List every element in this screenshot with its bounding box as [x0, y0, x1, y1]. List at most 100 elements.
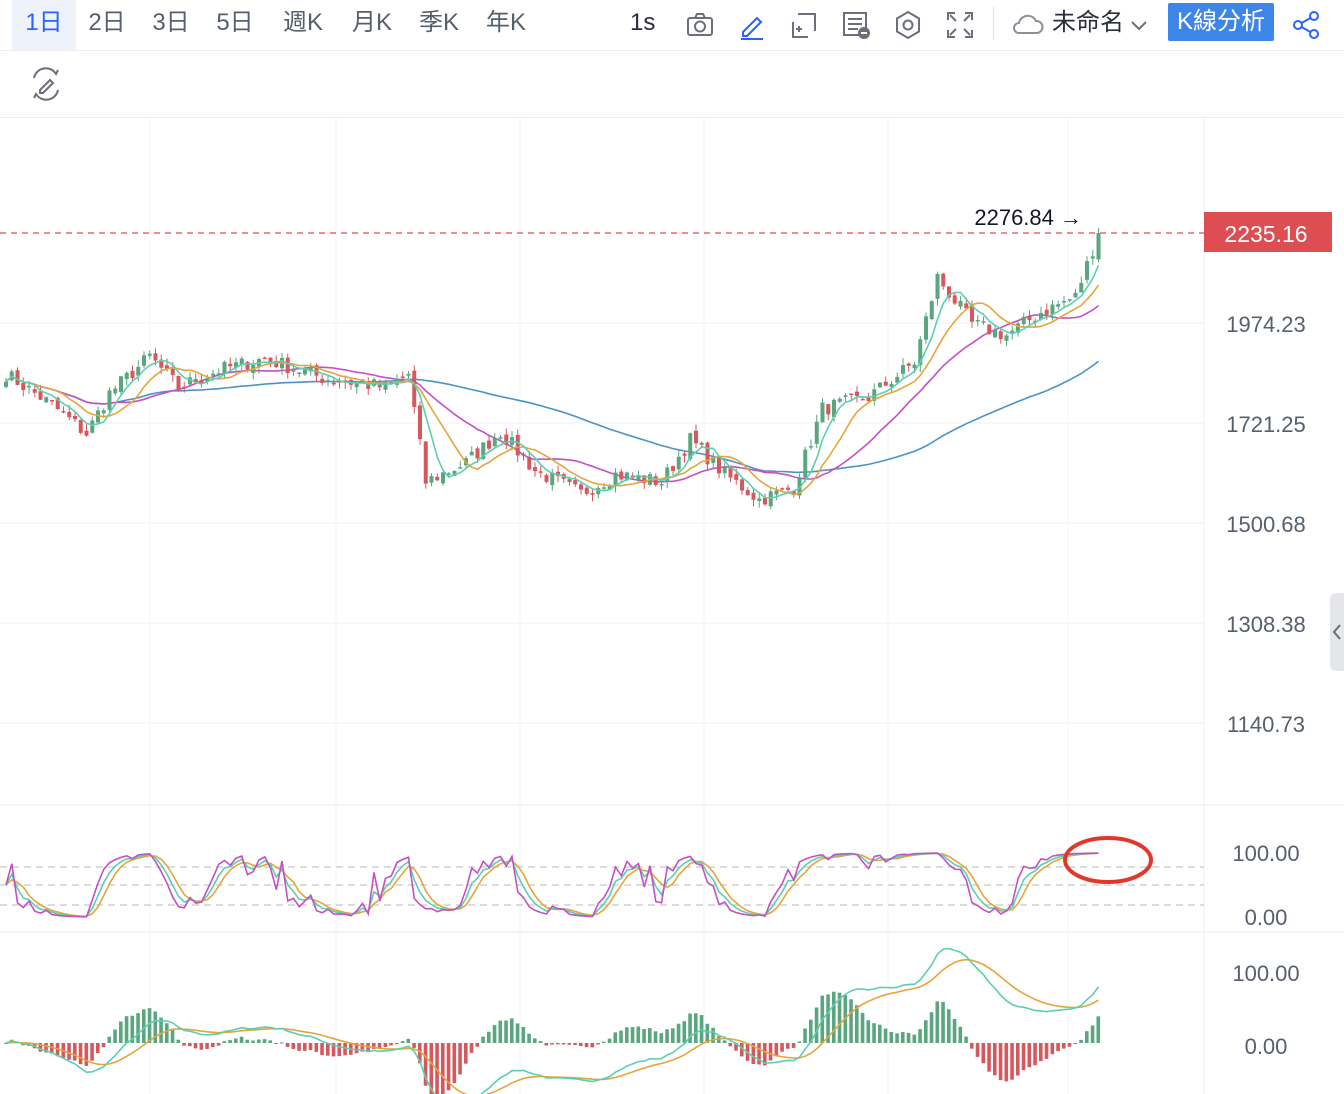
candle-body	[492, 438, 497, 447]
cloud-icon[interactable]	[1010, 9, 1046, 41]
macd-histogram-bar	[1050, 1043, 1055, 1055]
candle-body	[740, 479, 744, 491]
candle-body	[797, 478, 802, 496]
candle-body	[452, 470, 457, 476]
macd-histogram-bar	[1067, 1043, 1072, 1047]
macd-histogram-bar	[981, 1043, 986, 1064]
macd-histogram-bar	[492, 1025, 497, 1043]
candle-body	[993, 329, 997, 338]
macd-histogram-bar	[303, 1043, 307, 1051]
candle-body	[354, 382, 359, 388]
candle-body	[199, 379, 204, 383]
grid-lines	[0, 118, 1205, 1094]
macd-histogram-bar	[406, 1038, 411, 1043]
candle-body	[366, 383, 371, 389]
macd-histogram-bar	[44, 1043, 48, 1053]
period-tab-quarter[interactable]: 季K	[418, 9, 459, 36]
macd-histogram-bar	[878, 1024, 882, 1043]
macd-histogram-bar	[481, 1036, 485, 1043]
share-icon[interactable]	[1290, 9, 1322, 41]
interval-selector[interactable]: 1s	[630, 9, 656, 36]
candle-body	[613, 472, 618, 487]
macd-histogram-bar	[176, 1039, 181, 1043]
candle-body	[837, 398, 842, 402]
kd-j-line	[5, 852, 1099, 918]
candle-body	[964, 303, 969, 309]
macd-histogram-bar	[1073, 1043, 1078, 1045]
kline-analysis-button[interactable]: K線分析	[1168, 3, 1274, 41]
candle-body	[38, 391, 43, 400]
macd-histogram-bar	[987, 1043, 991, 1072]
macd-histogram-bar	[653, 1031, 658, 1043]
strength-icon[interactable]	[840, 9, 872, 41]
macd-histogram-bar	[866, 1020, 871, 1043]
macd-histogram-bar	[280, 1042, 284, 1044]
candle-body	[193, 379, 198, 383]
macd-histogram-bar	[619, 1030, 623, 1043]
macd-histogram-bar	[38, 1043, 43, 1052]
period-tab-year[interactable]: 年K	[485, 9, 526, 36]
candle-body	[906, 363, 911, 366]
candle-body	[308, 367, 313, 372]
macd-histogram-bar	[671, 1028, 675, 1043]
macd-histogram-bar	[418, 1043, 422, 1064]
candle-body	[901, 365, 905, 374]
macd-histogram-bar	[458, 1043, 462, 1075]
period-tab-week[interactable]: 週K	[282, 9, 323, 36]
settings-icon[interactable]	[892, 9, 924, 41]
period-tab-5d[interactable]: 5日	[216, 9, 254, 36]
macd-histogram-bar	[757, 1043, 761, 1065]
fullscreen-icon[interactable]	[944, 9, 976, 41]
drawing-tools-icon[interactable]	[28, 66, 64, 102]
candle-body	[303, 369, 307, 375]
add-frame-icon[interactable]	[788, 9, 820, 41]
candle-body	[533, 467, 537, 472]
candle-body	[843, 395, 848, 397]
side-panel-toggle[interactable]	[1330, 593, 1344, 671]
chevron-down-icon[interactable]	[1128, 9, 1150, 41]
period-tab-month[interactable]: 月K	[351, 9, 392, 36]
candle-body	[90, 420, 95, 433]
candle-body	[222, 361, 227, 374]
candle-body	[832, 399, 836, 418]
macd-histogram-bar	[556, 1043, 560, 1045]
macd-histogram-bar	[630, 1027, 635, 1043]
period-tab-3d[interactable]: 3日	[152, 9, 190, 36]
candle-body	[676, 456, 681, 470]
camera-icon[interactable]	[684, 9, 716, 41]
macd-histogram-bar	[860, 1012, 865, 1043]
macd-histogram-bar	[998, 1043, 1003, 1081]
candle-body	[228, 363, 233, 367]
price-tick-label: 1308.38	[1226, 612, 1306, 637]
candle-body	[699, 442, 704, 445]
candle-body	[596, 487, 601, 495]
candle-body	[952, 295, 957, 304]
macd-series	[4, 947, 1101, 1094]
macd-histogram-bar	[872, 1023, 876, 1043]
macd-histogram-bar	[245, 1039, 250, 1043]
candle-body	[786, 487, 790, 490]
candle-body	[67, 411, 72, 418]
pencil-icon[interactable]	[736, 9, 768, 41]
period-tab-1d[interactable]: 1日	[12, 0, 76, 50]
macd-histogram-bar	[377, 1043, 382, 1050]
candle-body	[32, 389, 37, 393]
candle-body	[694, 430, 698, 444]
macd-histogram-bar	[734, 1043, 738, 1051]
candle-body	[602, 487, 606, 489]
candle-body	[579, 484, 583, 490]
period-tab-2d[interactable]: 2日	[88, 9, 126, 36]
drawing-toolbar	[0, 51, 1344, 118]
macd-histogram-bar	[452, 1043, 457, 1084]
chart-canvas[interactable]: 2235.16 2276.84 → 1974.23 1721.25 1500.6…	[0, 118, 1344, 1094]
layout-name[interactable]: 未命名	[1052, 9, 1124, 36]
candle-body	[619, 471, 624, 480]
macd-histogram-bar	[561, 1043, 566, 1045]
candle-body	[234, 362, 238, 368]
candle-body	[889, 383, 894, 388]
macd-histogram-bar	[188, 1043, 192, 1047]
macd-histogram-bar	[487, 1031, 491, 1043]
candle-body	[590, 493, 595, 495]
macd-histogram-bar	[1062, 1043, 1066, 1049]
collapse-arrow-icon[interactable]	[1330, 593, 1344, 671]
